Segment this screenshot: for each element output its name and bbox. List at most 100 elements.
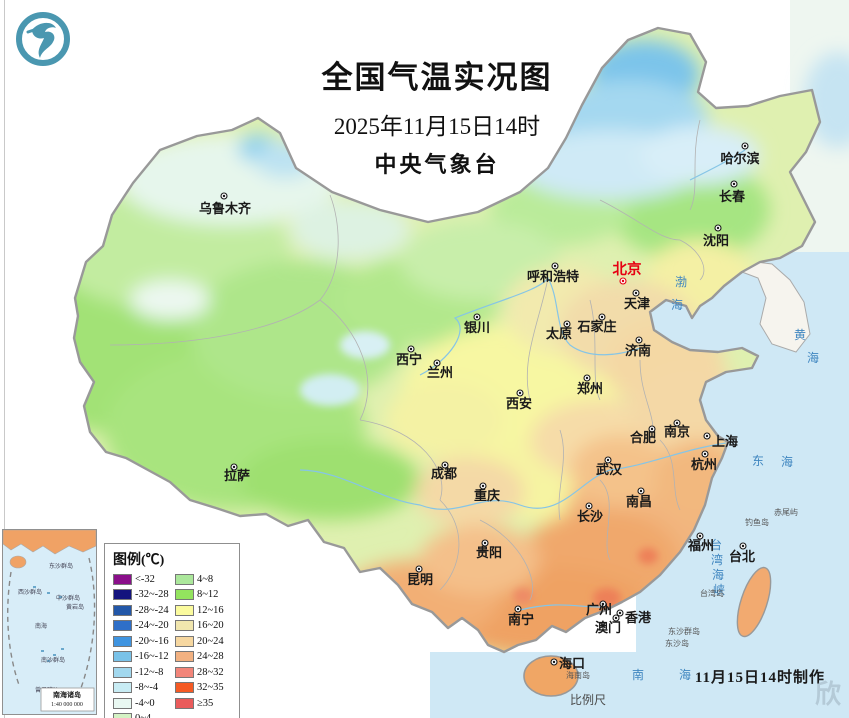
city-marker: 西安 [506, 389, 532, 411]
city-marker: 上海 [703, 432, 738, 449]
legend-item: -20~-16 [113, 634, 171, 649]
sea-label: 黄海 [794, 328, 819, 365]
map-frame-line [4, 0, 5, 718]
city-marker: 拉萨 [224, 463, 250, 483]
island-label: 东沙岛 [665, 638, 689, 648]
svg-text:海: 海 [712, 567, 724, 582]
city-marker: 哈尔滨 [720, 142, 760, 166]
island-label: 台湾岛 [700, 588, 724, 598]
city-label: 广州 [586, 602, 612, 617]
svg-text:海: 海 [679, 667, 691, 682]
city-label: 南宁 [508, 612, 534, 627]
city-marker: 广州 [586, 600, 612, 617]
legend-swatch [113, 713, 132, 718]
legend-swatch [175, 697, 194, 709]
legend-item: -16~-12 [113, 650, 171, 665]
legend-swatch [175, 604, 194, 616]
legend-swatch [175, 589, 194, 601]
page-title: 全国气温实况图 [321, 60, 553, 95]
legend-item: -24~-20 [113, 619, 171, 634]
city-label: 长沙 [577, 509, 603, 524]
city-marker: 台北 [729, 542, 755, 564]
legend-item: -12~-8 [113, 665, 171, 680]
city-label: 福州 [687, 538, 714, 553]
city-marker: 呼和浩特 [527, 262, 579, 284]
city-label: 香港 [624, 610, 652, 625]
city-label: 南昌 [626, 494, 652, 509]
legend-swatch [175, 620, 194, 632]
city-label: 郑州 [577, 381, 603, 396]
legend-swatch [113, 651, 132, 663]
city-label: 杭州 [691, 457, 717, 472]
city-marker: 郑州 [577, 374, 603, 396]
sea-label: 南海 [632, 667, 691, 682]
legend-range-label: 4~8 [197, 573, 214, 585]
city-marker: 香港 [616, 609, 652, 625]
made-at-label: 11月15日14时制作 [694, 670, 825, 686]
legend-item: <-32 [113, 572, 171, 587]
svg-text:台: 台 [710, 537, 722, 552]
legend-item: 28~32 [175, 665, 233, 680]
map-datetime: 2025年11月15日14时 [333, 114, 541, 139]
city-marker: 澳门 [595, 614, 621, 635]
city-label: 兰州 [427, 365, 453, 380]
legend-range-label: 8~12 [197, 589, 219, 601]
city-label: 沈阳 [703, 233, 729, 248]
rivers [299, 149, 746, 611]
svg-text:湾: 湾 [711, 552, 723, 567]
city-label: 银川 [464, 320, 490, 335]
legend-item: -4~0 [113, 696, 171, 711]
korea-peninsula [740, 261, 811, 353]
legend-range-label: 24~28 [197, 651, 224, 663]
inset-island-label: 中沙群岛 [56, 594, 80, 602]
legend-item: 32~35 [175, 681, 233, 696]
legend-item: 20~24 [175, 634, 233, 649]
city-label: 台北 [729, 549, 755, 564]
legend-item: 24~28 [175, 650, 233, 665]
legend-range-label: 16~20 [197, 620, 224, 632]
legend-item: -8~-4 [113, 681, 171, 696]
legend-range-label: 20~24 [197, 635, 224, 647]
city-label: 成都 [431, 466, 457, 481]
sea-label: 东海 [752, 454, 793, 469]
city-marker: 杭州 [691, 450, 717, 472]
inset-island-label: 西沙群岛 [18, 588, 42, 596]
legend-swatch [175, 573, 194, 585]
legend-swatch [113, 620, 132, 632]
inset-scale: 1:40 000 000 [51, 702, 83, 708]
island-label: 钓鱼岛 [745, 517, 769, 527]
legend-swatch [113, 666, 132, 678]
legend-item: 4~8 [175, 572, 233, 587]
city-marker: 兰州 [427, 359, 453, 380]
legend-swatch [175, 651, 194, 663]
legend-swatch [175, 682, 194, 694]
island-label: 赤尾屿 [774, 508, 798, 517]
city-label: 太原 [545, 326, 572, 341]
inset-island-label: 东沙群岛 [49, 562, 73, 570]
city-marker: 合肥 [630, 425, 656, 445]
city-marker: 西宁 [396, 345, 422, 367]
hainan-island [523, 655, 579, 697]
legend-item: -32~-28 [113, 588, 171, 603]
city-marker: 福州 [687, 532, 714, 553]
legend-range-label: 0~4 [135, 713, 151, 718]
city-marker: 重庆 [474, 482, 500, 503]
city-label: 海口 [559, 656, 585, 671]
watermark-text: 欣 [814, 680, 841, 709]
legend-range-label: ≥35 [197, 697, 214, 709]
legend-swatch [113, 589, 132, 601]
legend-range-label: -12~-8 [135, 666, 164, 678]
legend-range-label: <-32 [135, 573, 155, 585]
cma-logo-icon [12, 8, 74, 70]
inset-island-label: 南海 [35, 622, 47, 630]
province-borders [109, 119, 705, 601]
city-marker: 南宁 [508, 605, 534, 627]
city-label: 澳门 [595, 620, 621, 635]
city-marker: 北京 [613, 260, 642, 285]
city-label: 北京 [613, 260, 642, 278]
legend-range-label: 32~35 [197, 682, 224, 694]
inset-island-label: 黄岩岛 [66, 603, 84, 611]
legend-range-label: -24~-20 [135, 620, 169, 632]
